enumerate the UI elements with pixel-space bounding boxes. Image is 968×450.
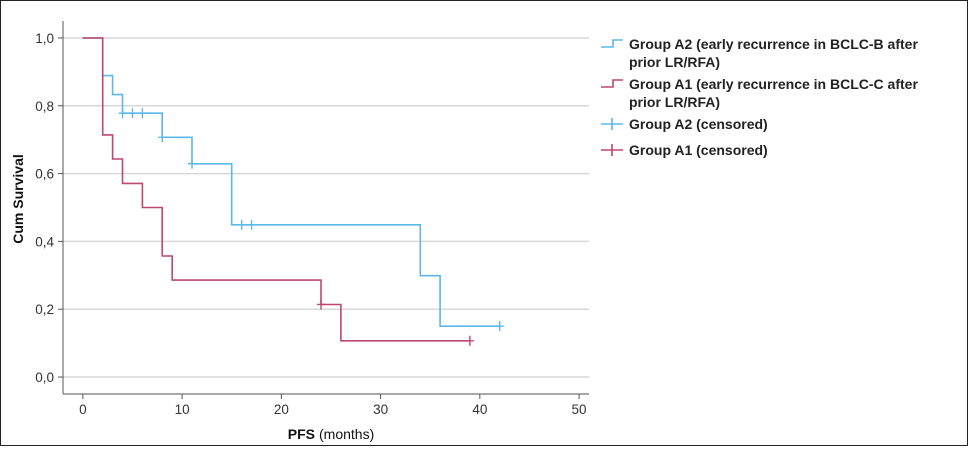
legend-swatch-0 [601,39,623,48]
x-axis-title: PFS (months) [288,426,374,442]
legend-swatch-2 [601,118,623,130]
y-tick-label-1: 0,2 [35,302,54,317]
x-tick-label-4: 40 [472,402,487,417]
y-tick-label-4: 0,8 [35,99,54,114]
censor-mark-1-1 [465,335,474,346]
legend-label-2: Group A2 (censored) [629,116,768,132]
y-tick-label-2: 0,4 [35,234,54,249]
y-tick-label-0: 0,0 [35,370,54,385]
x-tick-label-0: 0 [79,402,87,417]
censor-mark-0-6 [247,219,256,230]
legend-label-0-line2: prior LR/RFA) [629,54,720,70]
legend-label-3: Group A1 (censored) [629,142,768,158]
x-axis-title-units: (months) [319,426,374,442]
series-line-1 [82,37,470,342]
censor-mark-0-3 [158,132,167,143]
x-tick-label-1: 10 [175,402,190,417]
y-tick-label-3: 0,6 [35,167,54,182]
censor-mark-0-1 [128,108,137,119]
series-line-0 [82,37,500,327]
legend-label-1: Group A1 (early recurrence in BCLC-C aft… [629,76,918,92]
legend-swatch-1 [601,79,623,88]
legend-label-1-line2: prior LR/RFA) [629,94,720,110]
axes [62,21,589,395]
x-tick-label-3: 30 [373,402,388,417]
legend-swatch-3 [601,144,623,156]
censor-mark-0-0 [118,108,127,119]
grid-lines [63,37,589,378]
censor-mark-0-5 [237,219,246,230]
y-axis-title: Cum Survival [10,154,26,243]
series-group [82,37,504,346]
censor-mark-1-0 [317,299,326,310]
x-axis-title-main: PFS [288,426,315,442]
legend-label-0: Group A2 (early recurrence in BCLC-B aft… [629,36,918,52]
censor-mark-0-7 [495,321,504,332]
legend: Group A2 (early recurrence in BCLC-B aft… [601,36,918,158]
x-tick-label-2: 20 [274,402,289,417]
tick-labels: 0,0 0,2 0,4 0,6 0,8 1,0 0 10 20 30 40 50 [35,31,586,417]
y-tick-label-5: 1,0 [35,31,54,46]
x-tick-label-5: 50 [572,402,587,417]
censor-mark-0-4 [188,158,197,169]
censor-mark-0-2 [138,108,147,119]
